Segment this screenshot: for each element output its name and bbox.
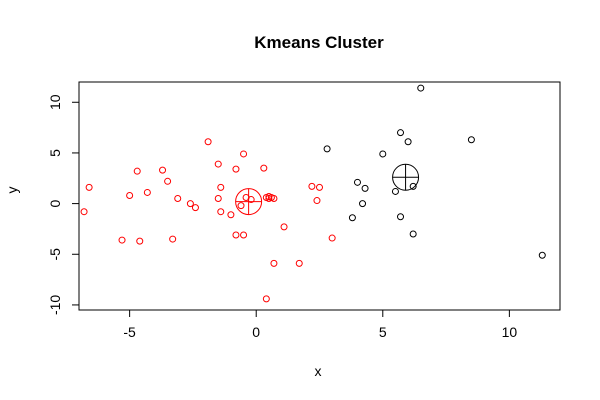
x-tick-label: 10: [502, 324, 518, 340]
plot-frame: [78, 81, 561, 311]
data-point: [391, 187, 399, 195]
data-point: [404, 138, 412, 146]
data-point: [227, 211, 235, 219]
data-point: [174, 195, 182, 203]
data-point: [359, 200, 367, 208]
data-point: [467, 136, 475, 144]
y-tick-label: -10: [47, 295, 63, 315]
data-point: [328, 234, 336, 242]
data-point: [191, 204, 199, 212]
data-point: [265, 193, 273, 201]
data-point: [118, 236, 126, 244]
data-point: [308, 182, 316, 190]
data-point: [538, 251, 546, 259]
x-tick-label: -5: [123, 324, 136, 340]
x-tick-label: 5: [379, 324, 387, 340]
data-point: [260, 164, 268, 172]
data-point: [232, 231, 240, 239]
x-axis-label: x: [315, 363, 322, 379]
data-point: [204, 138, 212, 146]
data-point: [409, 182, 417, 190]
data-point: [133, 167, 141, 175]
data-point: [164, 177, 172, 185]
data-point: [409, 230, 417, 238]
data-point: [379, 150, 387, 158]
cluster-centroid-marker: [392, 163, 420, 191]
data-point: [262, 295, 270, 303]
data-point: [361, 184, 369, 192]
y-tick-label: 5: [47, 149, 63, 157]
data-point: [295, 259, 303, 267]
chart-title: Kmeans Cluster: [254, 33, 384, 52]
data-point: [159, 166, 167, 174]
data-point: [136, 237, 144, 245]
data-point: [270, 259, 278, 267]
data-point: [237, 202, 245, 210]
x-tick-label: 0: [252, 324, 260, 340]
y-axis-label: y: [4, 187, 20, 194]
data-point: [348, 214, 356, 222]
cluster-centroid-marker: [235, 188, 263, 216]
data-point: [316, 183, 323, 191]
data-point: [80, 208, 88, 216]
data-point: [353, 178, 361, 186]
data-point: [397, 129, 405, 137]
data-point: [280, 223, 288, 231]
y-tick-label: -5: [47, 248, 63, 261]
data-point: [240, 231, 248, 239]
axis-layer: -5 0 5 10 -10 -5 0 5 10: [47, 94, 517, 340]
data-point: [214, 160, 222, 168]
y-tick-label: 10: [47, 94, 63, 110]
data-point: [169, 235, 177, 243]
data-point: [217, 183, 225, 191]
data-point: [240, 150, 248, 158]
data-point: [217, 208, 225, 216]
data-point: [85, 183, 93, 191]
data-point: [143, 188, 151, 196]
plot-layer: [80, 84, 546, 303]
data-point: [397, 213, 405, 221]
y-tick-label: 0: [47, 199, 63, 207]
data-point: [126, 191, 134, 199]
data-point: [417, 84, 425, 92]
data-point: [186, 200, 194, 208]
data-point: [323, 145, 331, 153]
data-point: [232, 165, 240, 173]
data-point: [214, 195, 222, 203]
data-point: [313, 197, 321, 205]
